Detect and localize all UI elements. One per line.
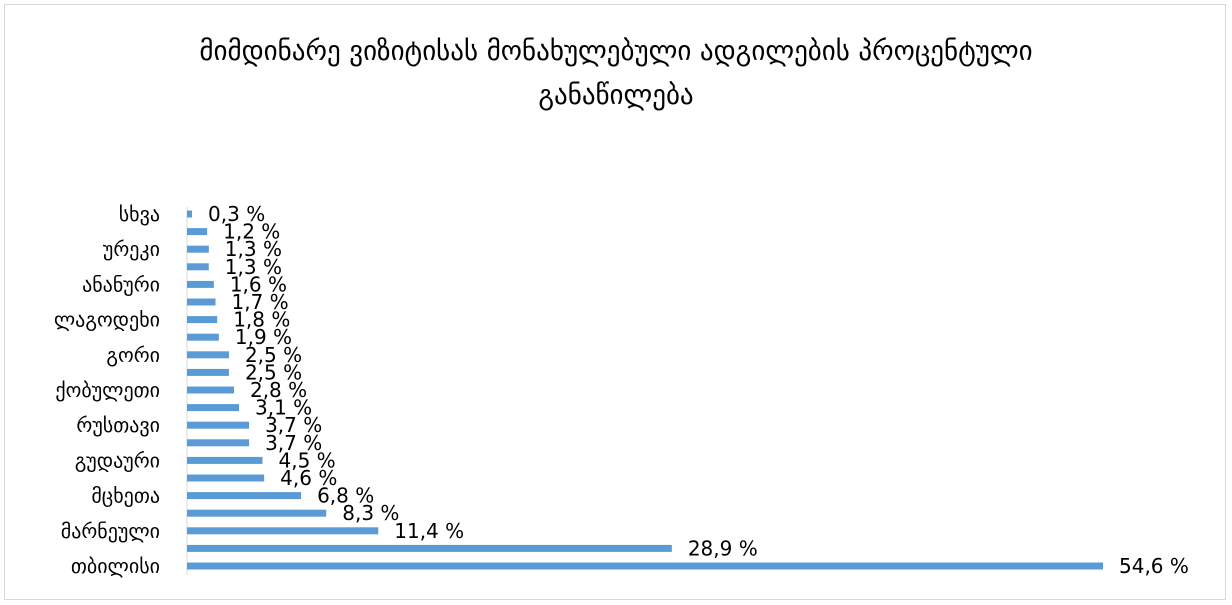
bar: [187, 298, 216, 306]
chart-title: მიმდინარე ვიზიტისას მონახულებული ადგილებ…: [0, 30, 1232, 118]
bar: [187, 527, 379, 535]
category-labels-layer: თბილისი მარნეული მცხეთა გუდაური რუსთავი ქობულ…: [54, 202, 160, 578]
bars-layer: [187, 210, 1103, 570]
bar: [187, 509, 327, 517]
category-label: მარნეული: [61, 519, 160, 543]
category-label: გორი: [106, 343, 160, 367]
bar: [187, 368, 229, 376]
data-label: 4,6 %: [280, 466, 337, 490]
data-label: 2,5 %: [245, 343, 302, 367]
category-label: ქობულეთი: [55, 378, 160, 402]
bar: [187, 474, 265, 482]
bar: [187, 210, 193, 218]
data-label: 3,7 %: [265, 413, 322, 437]
data-label: 6,8 %: [317, 484, 374, 508]
bar: [187, 333, 219, 341]
data-label: 1,3 %: [225, 237, 282, 261]
data-label: 3,7 %: [265, 431, 322, 455]
data-label: 8,3 %: [342, 501, 399, 525]
category-label: რუსთავი: [76, 413, 160, 437]
bar: [187, 386, 234, 394]
bar: [187, 228, 208, 236]
data-label: 4,5 %: [278, 448, 335, 472]
data-label: 1,3 %: [225, 255, 282, 279]
bar: [187, 404, 240, 412]
data-label: 1,8 %: [233, 308, 290, 332]
bar: [187, 280, 214, 288]
bar: [187, 351, 229, 359]
data-label: 1,9 %: [235, 325, 292, 349]
data-label: 3,1 %: [255, 396, 312, 420]
data-label: 1,7 %: [232, 290, 289, 314]
category-label: სხვა: [119, 202, 160, 226]
bar: [187, 439, 250, 447]
data-labels-layer: 54,6 %28,9 %11,4 %8,3 %6,8 %4,6 %4,5 %3,…: [208, 202, 1189, 578]
category-label: ანანური: [82, 272, 160, 296]
data-label: 1,2 %: [223, 220, 280, 244]
data-label: 2,5 %: [245, 360, 302, 384]
bar: [187, 263, 209, 271]
category-label: თბილისი: [71, 554, 160, 578]
data-label: 2,8 %: [250, 378, 307, 402]
bar: [187, 492, 302, 500]
data-label: 11,4 %: [394, 519, 464, 543]
category-label: მცხეთა: [91, 484, 160, 508]
bar: [187, 421, 250, 429]
chart-title-line-1: მიმდინარე ვიზიტისას მონახულებული ადგილებ…: [199, 36, 1033, 67]
data-label: 28,9 %: [688, 536, 758, 560]
category-label: ლაგოდეხი: [54, 308, 160, 332]
bar: [187, 316, 218, 324]
bar: [187, 544, 672, 552]
bar: [187, 562, 1103, 570]
chart-title-line-2: განაწილება: [538, 80, 694, 111]
data-label: 0,3 %: [208, 202, 265, 226]
data-label: 1,6 %: [230, 272, 287, 296]
category-label: ურეკი: [103, 237, 160, 261]
bar: [187, 245, 209, 253]
category-label: გუდაური: [75, 448, 160, 472]
bar: [187, 456, 263, 464]
data-label: 54,6 %: [1119, 554, 1189, 578]
